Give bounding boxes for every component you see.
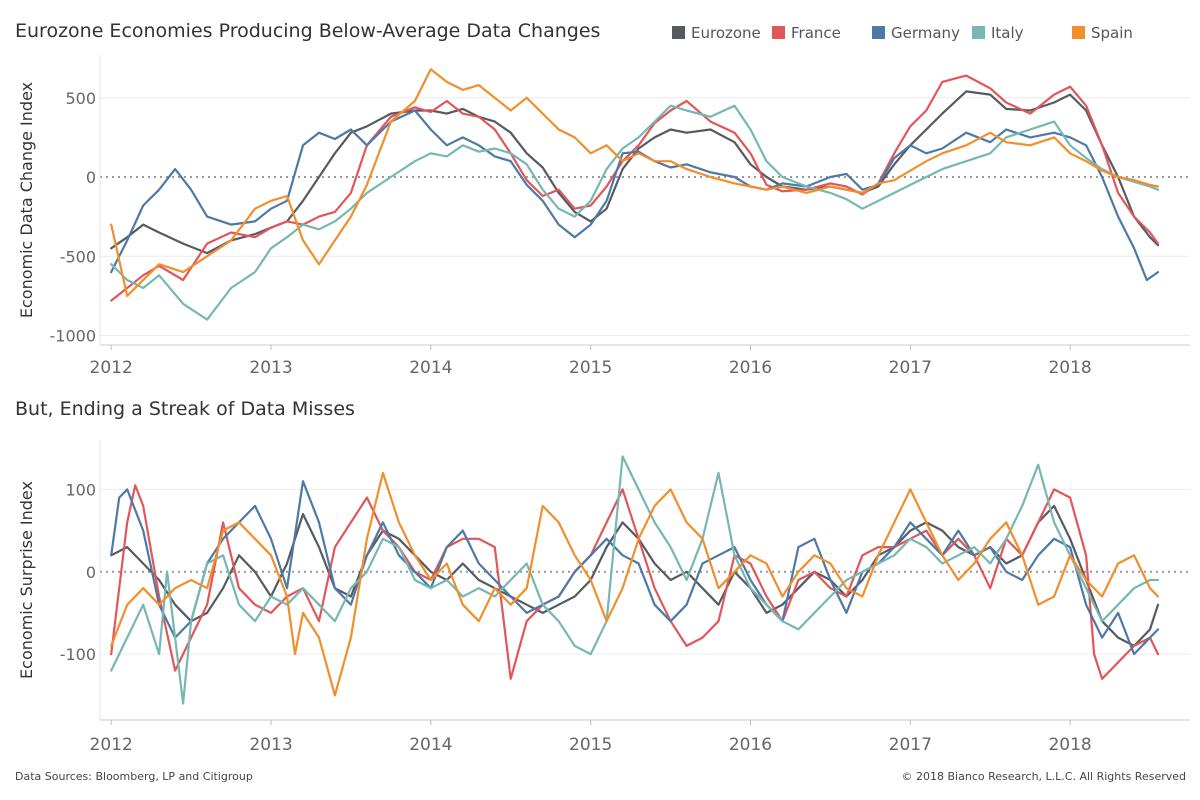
y-tick-label: 0 <box>86 168 96 187</box>
copyright-note: © 2018 Bianco Research, L.L.C. All Right… <box>901 770 1186 783</box>
legend-item-germany[interactable]: Germany <box>872 24 960 42</box>
x-tick-label: 2015 <box>569 735 612 755</box>
x-tick-label: 2015 <box>569 358 612 378</box>
legend-label-italy: Italy <box>991 24 1024 42</box>
legend-label-spain: Spain <box>1091 24 1133 42</box>
legend-swatch-italy <box>972 26 985 39</box>
x-tick-label: 2013 <box>249 358 292 378</box>
x-tick-label: 2012 <box>90 735 133 755</box>
x-tick-label: 2017 <box>889 735 932 755</box>
y-tick-label: 100 <box>65 480 96 499</box>
y-tick-label: -500 <box>60 247 96 266</box>
x-tick-label: 2016 <box>729 358 772 378</box>
legend-label-france: France <box>791 24 841 42</box>
y-tick-label: 500 <box>65 89 96 108</box>
x-tick-label: 2017 <box>889 358 932 378</box>
legend-label-eurozone: Eurozone <box>691 24 761 42</box>
chart-panel-1: 500 0 -500 -1000 2012 2013 2014 2015 2016 2017 201… <box>17 55 1190 378</box>
chart-panel-2: 100 0 -100 2012 2013 2014 2015 2016 2017 2018 Econ… <box>17 440 1190 755</box>
series-line-germany <box>110 109 1160 282</box>
x-tick-label: 2016 <box>729 735 772 755</box>
legend-swatch-eurozone <box>672 26 685 39</box>
series-line-italy <box>110 104 1160 321</box>
y-tick-label: 0 <box>86 563 96 582</box>
data-sources-note: Data Sources: Bloomberg, LP and Citigrou… <box>15 770 253 783</box>
y-tick-label: -1000 <box>50 326 97 345</box>
y-axis-title: Economic Surprise Index <box>17 481 36 679</box>
x-tick-label: 2013 <box>249 735 292 755</box>
series-line-spain <box>110 68 1160 297</box>
x-tick-label: 2018 <box>1048 358 1091 378</box>
x-tick-label: 2012 <box>90 358 133 378</box>
legend-item-spain[interactable]: Spain <box>1072 24 1133 42</box>
series-line-spain <box>110 471 1160 697</box>
legend-item-eurozone[interactable]: Eurozone <box>672 24 761 42</box>
series-line-france <box>110 484 1160 680</box>
legend-item-france[interactable]: France <box>772 24 841 42</box>
x-tick-label: 2014 <box>409 735 452 755</box>
x-tick-label: 2014 <box>409 358 452 378</box>
bottom-chart-title: But, Ending a Streak of Data Misses <box>15 398 355 420</box>
series-line-italy <box>110 455 1160 705</box>
series-line-eurozone <box>110 90 1160 255</box>
legend-swatch-france <box>772 26 785 39</box>
series-line-germany <box>110 480 1160 656</box>
series-line-france <box>110 74 1160 302</box>
top-chart-title: Eurozone Economies Producing Below-Avera… <box>15 20 601 42</box>
y-tick-label: -100 <box>60 645 96 664</box>
legend-item-italy[interactable]: Italy <box>972 24 1024 42</box>
legend-label-germany: Germany <box>891 24 960 42</box>
y-axis-title: Economic Data Change Index <box>17 82 36 318</box>
x-tick-label: 2018 <box>1048 735 1091 755</box>
legend-swatch-germany <box>872 26 885 39</box>
legend-swatch-spain <box>1072 26 1085 39</box>
